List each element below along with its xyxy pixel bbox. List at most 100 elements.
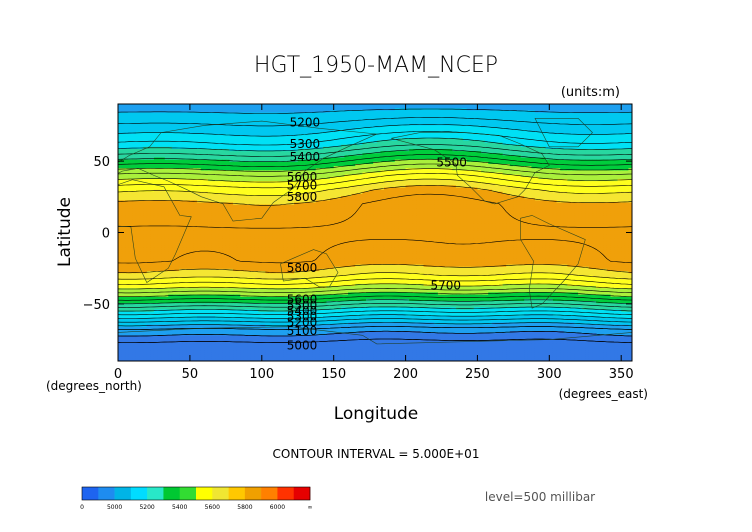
field-cell — [409, 110, 414, 114]
field-cell — [132, 125, 137, 129]
field-cell — [258, 148, 263, 152]
field-cell — [247, 161, 252, 165]
field-cell — [520, 153, 525, 156]
field-cell — [132, 106, 137, 109]
field-cell — [581, 116, 586, 120]
field-cell — [441, 163, 446, 167]
field-cell — [423, 159, 428, 163]
field-cell — [362, 170, 367, 174]
field-cell — [624, 108, 629, 112]
field-cell — [534, 155, 540, 159]
field-cell — [171, 138, 177, 142]
field-cell — [570, 176, 576, 180]
field-cell — [560, 138, 565, 142]
field-cell — [401, 106, 407, 109]
field-cell — [527, 136, 532, 139]
field-cell — [312, 151, 317, 154]
field-cell — [488, 159, 493, 163]
field-cell — [398, 123, 403, 127]
field-cell — [380, 148, 385, 152]
field-cell — [168, 104, 173, 107]
field-cell — [491, 114, 497, 118]
field-cell — [161, 153, 166, 156]
field-cell — [351, 125, 356, 129]
field-cell — [527, 118, 532, 122]
field-cell — [236, 118, 241, 122]
field-cell — [229, 108, 234, 112]
field-cell — [146, 144, 151, 148]
field-cell — [409, 104, 414, 107]
field-cell — [574, 146, 579, 150]
field-cell — [556, 104, 561, 107]
field-cell — [322, 123, 328, 127]
field-cell — [118, 118, 123, 122]
field-cell — [348, 118, 353, 122]
field-cell — [545, 121, 550, 124]
field-cell — [441, 161, 446, 165]
field-cell — [430, 125, 435, 129]
field-cell — [168, 153, 173, 156]
field-cell — [592, 108, 597, 112]
field-cell — [380, 131, 385, 135]
field-cell — [491, 151, 497, 154]
field-cell — [448, 112, 453, 116]
field-cell — [351, 155, 356, 159]
field-cell — [545, 133, 550, 137]
field-cell — [545, 118, 550, 122]
field-cell — [193, 146, 198, 150]
field-cell — [434, 125, 439, 129]
field-cell — [409, 133, 414, 137]
field-cell — [401, 166, 407, 169]
field-cell — [168, 159, 173, 163]
field-cell — [380, 170, 385, 174]
field-cell — [168, 142, 173, 146]
field-cell — [387, 168, 392, 171]
field-cell — [233, 104, 238, 107]
field-cell — [283, 176, 288, 180]
field-cell — [240, 170, 245, 174]
field-cell — [398, 110, 403, 114]
field-cell — [466, 151, 471, 154]
field-cell — [527, 155, 532, 159]
field-cell — [506, 114, 511, 118]
field-cell — [419, 138, 425, 142]
field-cell — [218, 146, 223, 150]
field-cell — [599, 131, 604, 135]
field-cell — [128, 114, 133, 118]
field-cell — [351, 170, 356, 174]
field-cell — [520, 142, 525, 146]
field-cell — [200, 151, 205, 154]
field-cell — [499, 166, 504, 169]
field-cell — [283, 163, 288, 167]
field-cell — [560, 157, 565, 161]
field-cell — [520, 172, 525, 176]
field-cell — [193, 144, 198, 148]
field-cell — [157, 151, 162, 154]
field-cell — [171, 112, 177, 116]
field-cell — [279, 161, 284, 165]
field-cell — [520, 131, 525, 135]
field-cell — [416, 155, 421, 159]
field-cell — [179, 174, 184, 178]
field-cell — [552, 110, 558, 114]
field-cell — [204, 166, 209, 169]
field-cell — [186, 127, 191, 131]
field-cell — [366, 127, 371, 131]
field-cell — [301, 118, 306, 122]
field-cell — [401, 131, 407, 135]
field-cell — [135, 112, 141, 116]
field-cell — [279, 108, 284, 112]
field-cell — [128, 112, 133, 116]
field-cell — [211, 121, 216, 124]
field-cell — [125, 136, 130, 139]
field-cell — [617, 116, 622, 120]
field-cell — [398, 174, 403, 178]
field-cell — [355, 151, 360, 154]
field-cell — [499, 133, 504, 137]
field-cell — [463, 153, 468, 156]
field-cell — [146, 114, 151, 118]
field-cell — [502, 112, 507, 116]
field-cell — [409, 131, 414, 135]
field-cell — [419, 176, 425, 180]
field-cell — [488, 176, 493, 180]
